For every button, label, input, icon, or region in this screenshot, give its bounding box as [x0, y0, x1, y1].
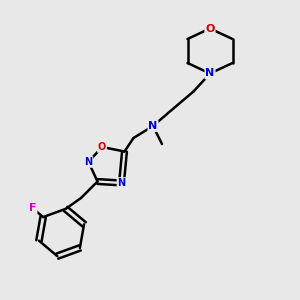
Text: N: N [84, 157, 93, 167]
Text: N: N [206, 68, 214, 79]
Text: F: F [29, 203, 37, 213]
Text: O: O [98, 142, 106, 152]
Text: N: N [148, 121, 158, 131]
Text: O: O [205, 23, 215, 34]
Text: N: N [117, 178, 126, 188]
